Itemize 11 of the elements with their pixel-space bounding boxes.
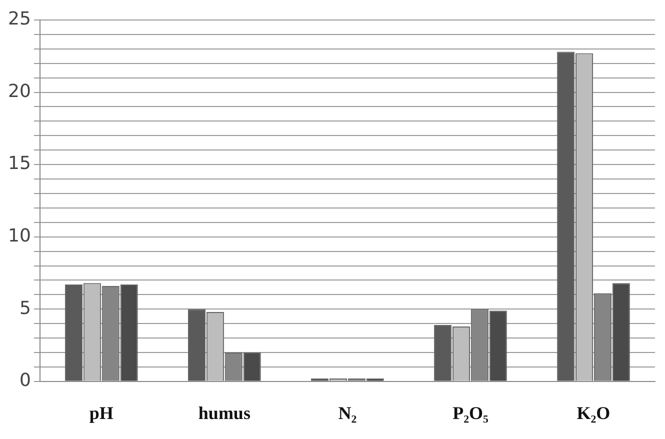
y-tick-label: 5 (19, 298, 31, 319)
x-tick-label: N₂ (338, 402, 357, 423)
x-tick-label: pH (89, 402, 114, 423)
y-tick-label: 20 (8, 80, 31, 102)
x-tick-label: humus (198, 402, 250, 423)
x-tick-label: K₂O (576, 402, 610, 423)
y-tick-label: 0 (19, 370, 31, 392)
y-tick-label: 25 (8, 8, 31, 30)
y-tick-label: 15 (8, 153, 31, 174)
y-tick-label: 10 (8, 226, 31, 247)
x-tick-label: P₂O₅ (452, 402, 488, 423)
